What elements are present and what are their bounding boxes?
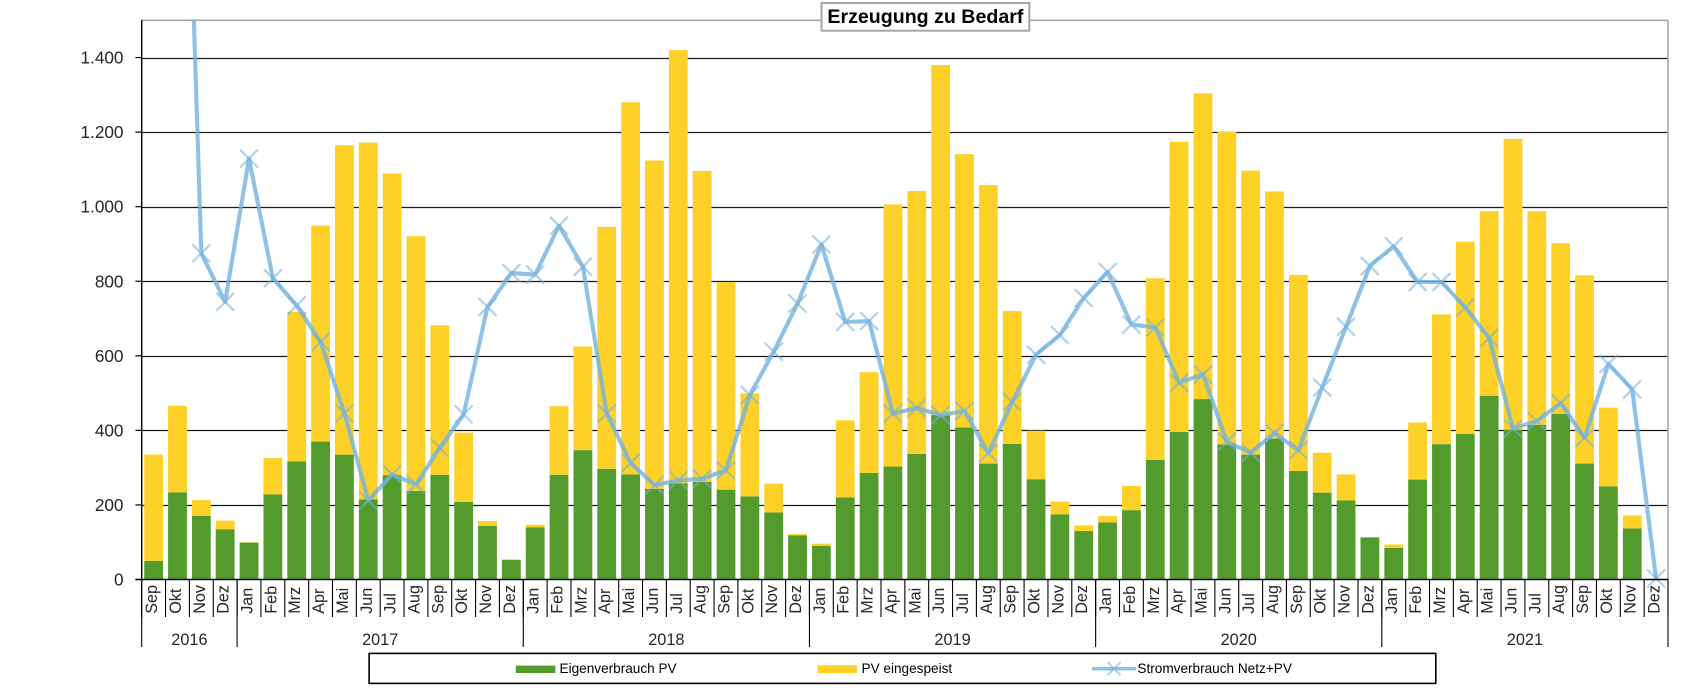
svg-text:400: 400 — [95, 420, 124, 440]
svg-text:Jan: Jan — [1383, 588, 1401, 614]
svg-text:Apr: Apr — [596, 588, 614, 614]
svg-text:Jan: Jan — [525, 588, 543, 614]
svg-text:2019: 2019 — [934, 631, 970, 649]
svg-text:800: 800 — [95, 271, 124, 291]
svg-text:Jul: Jul — [1240, 593, 1258, 614]
svg-text:Feb: Feb — [549, 586, 567, 614]
svg-text:Nov: Nov — [191, 584, 209, 614]
svg-text:Nov: Nov — [1622, 584, 1640, 614]
svg-text:Jan: Jan — [1097, 588, 1115, 614]
svg-text:Okt: Okt — [167, 588, 185, 614]
svg-text:Jul: Jul — [954, 593, 972, 614]
svg-text:1.000: 1.000 — [80, 197, 123, 217]
svg-text:600: 600 — [95, 346, 124, 366]
svg-text:Okt: Okt — [1312, 588, 1330, 614]
svg-text:Feb: Feb — [262, 586, 280, 614]
svg-text:Sep: Sep — [1574, 585, 1592, 614]
svg-text:Okt: Okt — [1026, 588, 1044, 614]
svg-text:1.200: 1.200 — [80, 122, 123, 142]
svg-text:Jun: Jun — [930, 588, 948, 614]
svg-text:Dez: Dez — [215, 585, 233, 614]
svg-text:Jul: Jul — [668, 593, 686, 614]
svg-text:Sep: Sep — [1288, 585, 1306, 614]
svg-text:Dez: Dez — [787, 585, 805, 614]
svg-text:Apr: Apr — [882, 588, 900, 614]
svg-text:Sep: Sep — [715, 585, 733, 614]
svg-text:Nov: Nov — [1336, 584, 1354, 614]
svg-text:Dez: Dez — [501, 585, 519, 614]
svg-text:Aug: Aug — [692, 585, 710, 614]
svg-text:Sep: Sep — [429, 585, 447, 614]
svg-text:Apr: Apr — [310, 588, 328, 614]
svg-text:Stromverbrauch Netz+PV: Stromverbrauch Netz+PV — [1137, 661, 1292, 676]
svg-text:Nov: Nov — [477, 584, 495, 614]
svg-text:Aug: Aug — [405, 585, 423, 614]
svg-text:2018: 2018 — [648, 631, 684, 649]
svg-text:Dez: Dez — [1073, 585, 1091, 614]
svg-text:Mai: Mai — [1479, 588, 1497, 614]
svg-text:Okt: Okt — [1598, 588, 1616, 614]
svg-text:Mrz: Mrz — [572, 587, 590, 614]
svg-text:Jun: Jun — [1216, 588, 1234, 614]
svg-text:2016: 2016 — [171, 631, 207, 649]
svg-text:Mai: Mai — [906, 588, 924, 614]
svg-text:Jul: Jul — [1526, 593, 1544, 614]
svg-text:Aug: Aug — [1264, 585, 1282, 614]
svg-text:Erzeugung zu Bedarf: Erzeugung zu Bedarf — [827, 6, 1023, 28]
svg-text:2017: 2017 — [362, 631, 398, 649]
svg-text:Sep: Sep — [143, 585, 161, 614]
svg-text:Jul: Jul — [382, 593, 400, 614]
svg-text:Mrz: Mrz — [859, 587, 877, 614]
svg-text:Dez: Dez — [1359, 585, 1377, 614]
svg-text:Dez: Dez — [1646, 585, 1664, 614]
svg-text:Apr: Apr — [1455, 588, 1473, 614]
svg-text:Mrz: Mrz — [1431, 587, 1449, 614]
svg-text:Jan: Jan — [811, 588, 829, 614]
svg-text:Mai: Mai — [620, 588, 638, 614]
svg-text:Jun: Jun — [1502, 588, 1520, 614]
svg-text:Aug: Aug — [978, 585, 996, 614]
svg-text:Mrz: Mrz — [1145, 587, 1163, 614]
svg-text:Okt: Okt — [453, 588, 471, 614]
svg-text:Mai: Mai — [334, 588, 352, 614]
svg-text:200: 200 — [95, 495, 124, 515]
svg-text:Nov: Nov — [1049, 584, 1067, 614]
svg-text:Feb: Feb — [1407, 586, 1425, 614]
svg-text:Apr: Apr — [1169, 588, 1187, 614]
svg-text:2021: 2021 — [1507, 631, 1543, 649]
svg-text:Aug: Aug — [1550, 585, 1568, 614]
svg-text:Jun: Jun — [358, 588, 376, 614]
svg-text:Okt: Okt — [739, 588, 757, 614]
svg-text:Jan: Jan — [239, 588, 257, 614]
svg-text:Nov: Nov — [763, 584, 781, 614]
svg-text:Feb: Feb — [1121, 586, 1139, 614]
svg-text:1.400: 1.400 — [80, 48, 123, 68]
svg-text:PV eingespeist: PV eingespeist — [862, 661, 953, 676]
svg-text:Feb: Feb — [835, 586, 853, 614]
svg-text:Sep: Sep — [1002, 585, 1020, 614]
svg-text:2020: 2020 — [1221, 631, 1257, 649]
svg-text:Eigenverbrauch PV: Eigenverbrauch PV — [560, 661, 677, 676]
svg-text:Mai: Mai — [1192, 588, 1210, 614]
svg-text:Jun: Jun — [644, 588, 662, 614]
svg-text:Mrz: Mrz — [286, 587, 304, 614]
svg-text:0: 0 — [114, 570, 124, 590]
